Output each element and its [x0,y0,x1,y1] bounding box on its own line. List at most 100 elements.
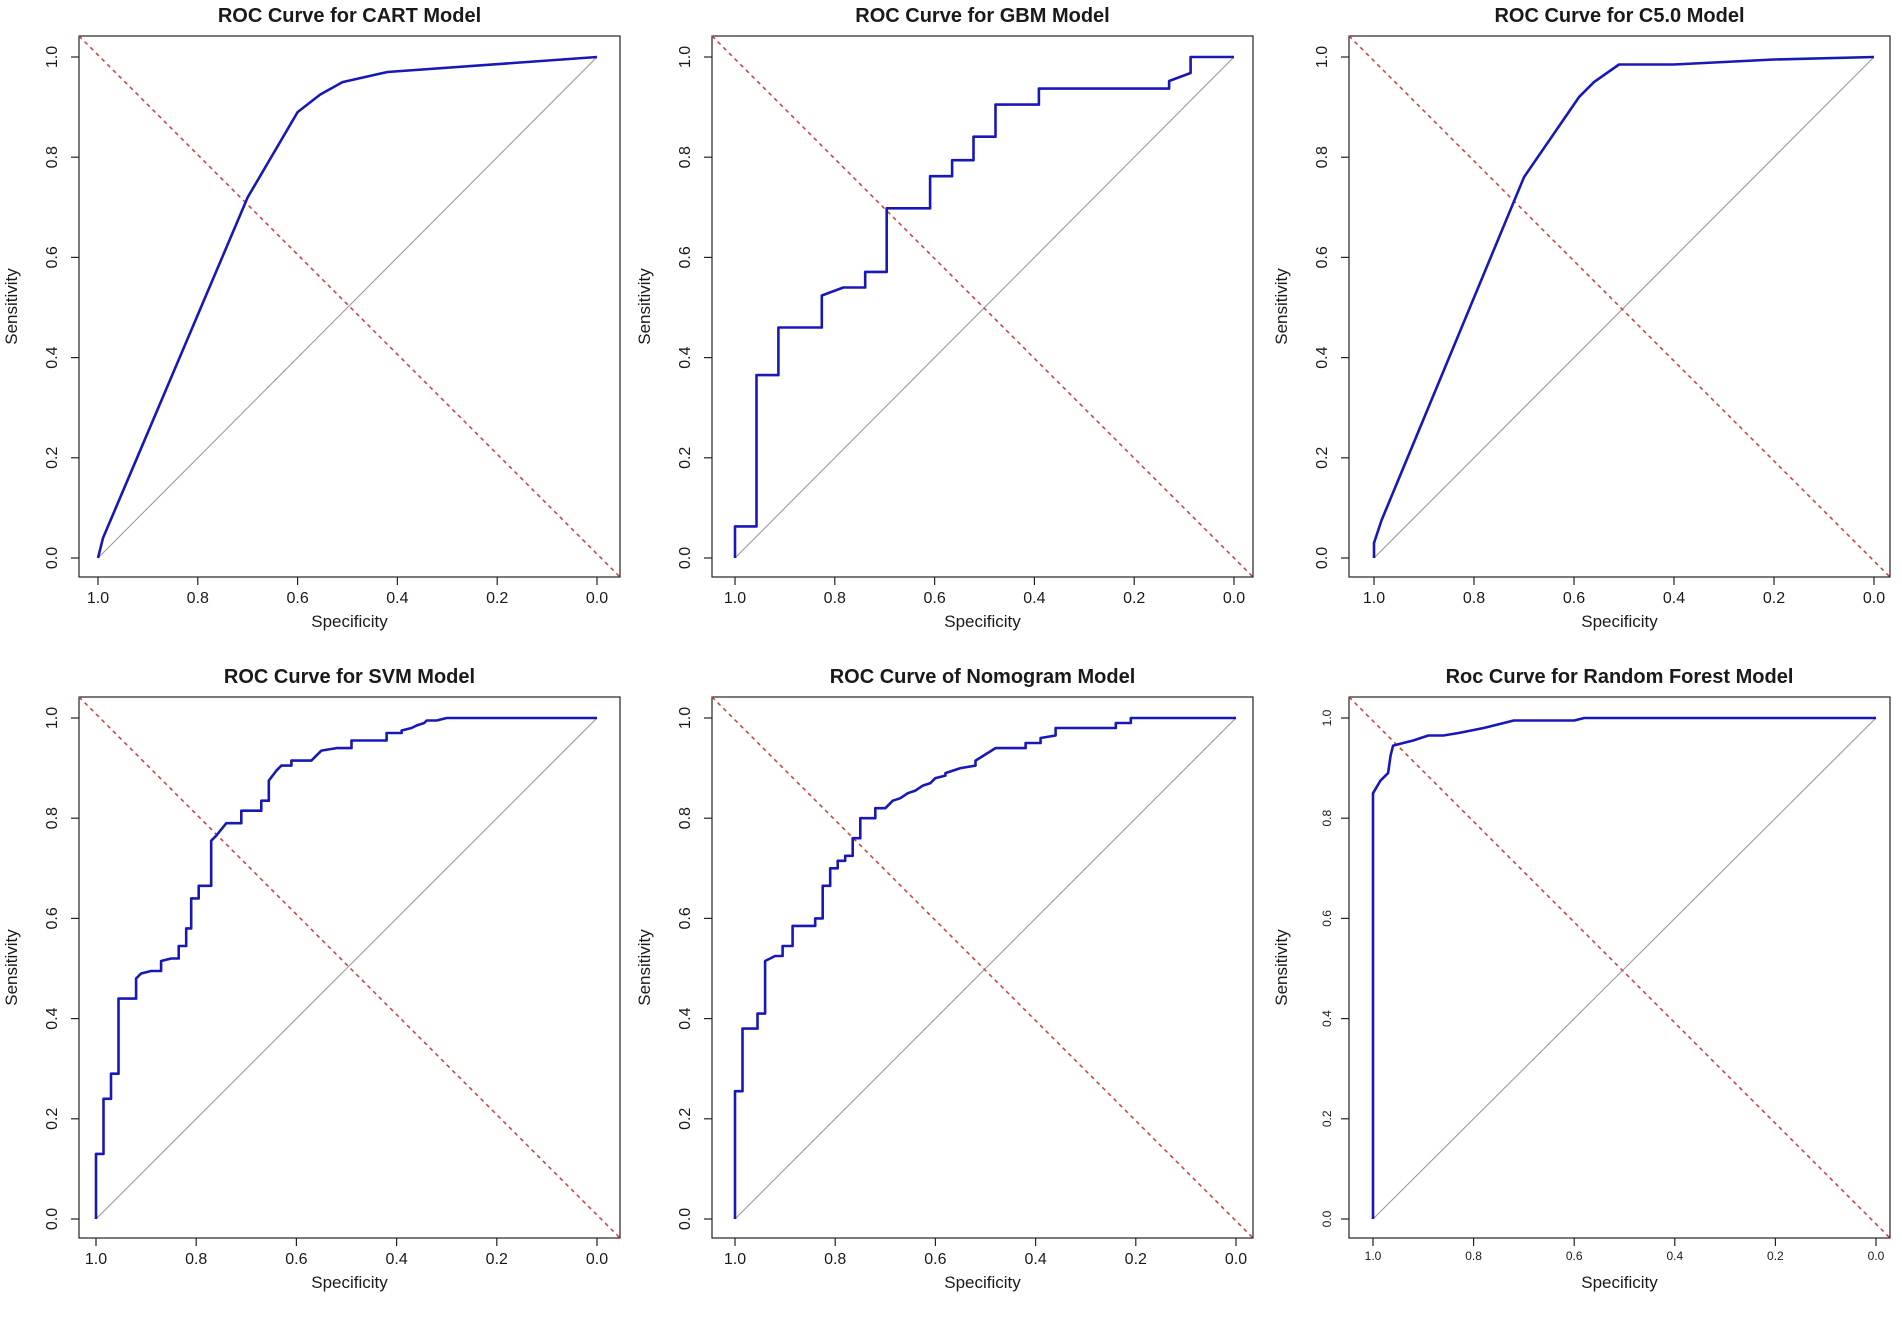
chance-diagonal [734,717,1237,1220]
y-axis-label: Sensitivity [635,929,654,1006]
y-tick-label: 1.0 [677,707,694,729]
x-axis-label: Specificity [1581,612,1658,631]
chance-diagonal [1372,717,1877,1220]
y-tick-label: 0.0 [44,547,61,569]
y-tick-label: 0.2 [44,447,61,469]
x-tick-label: 0.4 [1024,1251,1046,1268]
y-tick-label: 0.0 [677,547,694,569]
x-tick-label: 0.6 [286,590,308,607]
x-tick-label: 0.2 [1125,1251,1147,1268]
plot-frame [711,35,1254,578]
x-tick-label: 1.0 [87,590,109,607]
roc-panel-1: ROC Curve for CART Model 1.0 0.8 0.6 0.4 0.2 0… [2,5,621,631]
y-tick-label: 0.6 [677,907,694,929]
x-tick-label: 0.2 [486,1251,508,1268]
x-axis-label: Specificity [944,1273,1021,1292]
roc-panel-6: Roc Curve for Random Forest Model 1.0 0.8 0… [1272,666,1891,1292]
roc-panel-2: ROC Curve for GBM Model 1.0 0.8 0.6 0.4 0.2 0.… [635,5,1254,631]
x-tick-label: 1.0 [1365,1249,1382,1263]
y-tick-label: 0.2 [677,447,694,469]
x-tick-label: 0.4 [1666,1249,1683,1263]
y-axis-label: Sensitivity [1272,268,1291,345]
plot-frame [1348,35,1891,578]
y-tick-label: 1.0 [1314,46,1331,68]
x-tick-label: 0.8 [824,590,846,607]
x-tick-label: 0.4 [1023,590,1045,607]
y-tick-label: 0.0 [44,1208,61,1230]
x-tick-label: 0.8 [185,1251,207,1268]
y-tick-label: 0.2 [677,1108,694,1130]
y-tick-label: 0.6 [677,246,694,268]
chance-diagonal [95,717,598,1220]
roc-curve [1371,716,1876,1219]
roc-curve [733,55,1234,558]
x-tick-label: 0.0 [1868,1249,1885,1263]
y-tick-label: 0.2 [1314,447,1331,469]
x-tick-label: 0.8 [1463,590,1485,607]
y-tick-label: 0.8 [1314,146,1331,168]
y-tick-label: 0.4 [1314,346,1331,368]
x-tick-label: 1.0 [1363,590,1385,607]
x-tick-label: 0.6 [285,1251,307,1268]
panel-title: ROC Curve of Nomogram Model [830,666,1136,688]
x-tick-label: 0.0 [1223,590,1245,607]
x-tick-label: 0.2 [1767,1249,1784,1263]
y-tick-label: 0.0 [1320,1210,1334,1227]
panel-title: ROC Curve for CART Model [218,5,481,27]
y-tick-label: 0.8 [677,807,694,829]
x-tick-label: 0.0 [1863,590,1885,607]
x-axis-label: Specificity [311,612,388,631]
y-tick-label: 0.8 [1320,810,1334,827]
y-tick-label: 0.8 [677,146,694,168]
y-axis-label: Sensitivity [1272,929,1291,1006]
x-tick-label: 0.6 [923,590,945,607]
y-tick-label: 0.6 [44,907,61,929]
x-tick-label: 0.8 [1465,1249,1482,1263]
plot-frame [1348,696,1891,1239]
roc-curve [733,716,1236,1219]
y-tick-label: 1.0 [1320,709,1334,726]
y-tick-label: 0.6 [1314,246,1331,268]
plot-frame [78,696,621,1239]
x-tick-label: 0.4 [1663,590,1685,607]
plot-frame [711,696,1254,1239]
y-axis-label: Sensitivity [635,268,654,345]
x-tick-label: 0.8 [187,590,209,607]
roc-curve [96,55,598,559]
y-tick-label: 1.0 [677,46,694,68]
y-tick-label: 0.4 [677,1007,694,1029]
x-tick-label: 1.0 [724,590,746,607]
cutoff-diagonal [1348,696,1891,1239]
y-tick-label: 0.0 [677,1208,694,1230]
cutoff-diagonal [1348,35,1891,578]
y-tick-label: 0.2 [1320,1110,1334,1127]
roc-panel-3: ROC Curve for C5.0 Model 1.0 0.8 0.6 0.4 0.2 0… [1272,5,1891,631]
x-axis-label: Specificity [1581,1273,1658,1292]
x-tick-label: 0.0 [1225,1251,1247,1268]
chance-diagonal [1373,56,1875,559]
roc-panel-4: ROC Curve for SVM Model 1.0 0.8 0.6 0.4 0.2 0.… [2,666,621,1292]
y-tick-label: 0.0 [1314,547,1331,569]
x-tick-label: 0.6 [1563,590,1585,607]
y-axis-label: Sensitivity [2,929,21,1006]
x-tick-label: 0.6 [924,1251,946,1268]
x-tick-label: 0.2 [1763,590,1785,607]
cutoff-diagonal [711,35,1254,578]
y-tick-label: 0.6 [1320,910,1334,927]
y-tick-label: 0.4 [677,346,694,368]
y-tick-label: 0.8 [44,146,61,168]
y-tick-label: 0.4 [1320,1010,1334,1027]
y-tick-label: 0.4 [44,346,61,368]
y-axis-label: Sensitivity [2,268,21,345]
x-tick-label: 1.0 [724,1251,746,1268]
cutoff-diagonal [711,696,1254,1239]
x-axis-label: Specificity [311,1273,388,1292]
y-tick-label: 1.0 [44,707,61,729]
x-tick-label: 1.0 [85,1251,107,1268]
roc-curve [1372,55,1875,558]
y-tick-label: 0.2 [44,1108,61,1130]
chance-diagonal [97,56,598,559]
x-tick-label: 0.0 [586,590,608,607]
x-tick-label: 0.2 [486,590,508,607]
